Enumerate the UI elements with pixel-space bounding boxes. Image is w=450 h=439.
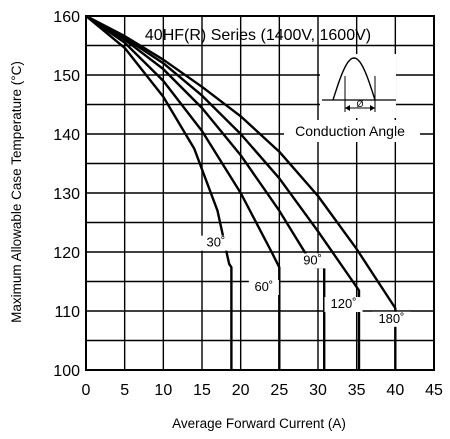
- x-tick-label: 0: [82, 382, 91, 399]
- curve-label-background: [200, 235, 231, 251]
- curve-labels: 30˚ 60˚ 90˚ 120˚ 180˚: [200, 235, 411, 327]
- plot-frame: [85, 15, 435, 371]
- angle-symbol: Ø: [356, 99, 363, 109]
- x-tick-label: 35: [348, 382, 366, 399]
- y-tick-label: 150: [53, 68, 80, 85]
- inset-label: Conduction Angle: [295, 123, 405, 139]
- curve-line: [85, 14, 361, 370]
- arrowhead-left: [345, 105, 350, 111]
- curve-label-background: [324, 297, 363, 313]
- x-tick-label: 20: [232, 382, 250, 399]
- x-tick-label: 5: [120, 382, 129, 399]
- x-tick-label: 15: [193, 382, 211, 399]
- tick-labels: 0 5 10 15 20 25 30 35 40 45 100 110 120 130 140 150 160: [53, 9, 443, 399]
- curve-label: 90˚: [303, 252, 322, 267]
- x-tick-label: 10: [154, 382, 172, 399]
- curve-label-background: [297, 253, 328, 269]
- curve-label: 120˚: [331, 296, 357, 311]
- arrowhead-right: [370, 105, 375, 111]
- series-title: 40HF(R) Series (1400V, 1600V): [145, 27, 371, 44]
- y-tick-label: 160: [53, 9, 80, 26]
- y-tick-label: 120: [53, 245, 80, 262]
- curve-label: 180˚: [378, 311, 404, 326]
- half-sine-waveform: [332, 57, 376, 101]
- plot-border: [85, 15, 435, 371]
- conduction-angle-inset: Ø: [284, 54, 420, 142]
- y-tick-label: 130: [53, 186, 80, 203]
- curve-line: [85, 15, 233, 370]
- x-axis-title: Average Forward Current (A): [172, 416, 346, 431]
- x-tick-label: 40: [386, 382, 404, 399]
- inset-label-background: [284, 120, 420, 142]
- y-tick-label: 110: [54, 304, 80, 321]
- y-tick-label: 140: [53, 127, 80, 144]
- x-tick-label: 30: [309, 382, 327, 399]
- curve-line: [85, 15, 281, 370]
- x-tick-label: 45: [425, 382, 443, 399]
- y-axis-title: Maximum Allowable Case Temperature (°C): [9, 61, 24, 323]
- x-tick-label: 25: [270, 382, 288, 399]
- curve-label-background: [248, 279, 279, 295]
- curve-line: [85, 14, 397, 370]
- inset-background: [320, 54, 396, 118]
- curve-label: 30˚: [207, 235, 226, 250]
- y-tick-label: 100: [53, 363, 80, 380]
- curve-label-background: [372, 311, 411, 327]
- curve-label: 60˚: [254, 279, 273, 294]
